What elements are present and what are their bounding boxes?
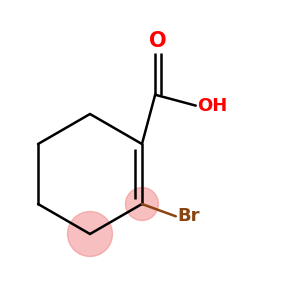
Circle shape [125,188,158,220]
Text: O: O [149,31,167,51]
Circle shape [68,212,112,256]
Text: OH: OH [197,97,227,115]
Text: Br: Br [177,207,200,225]
